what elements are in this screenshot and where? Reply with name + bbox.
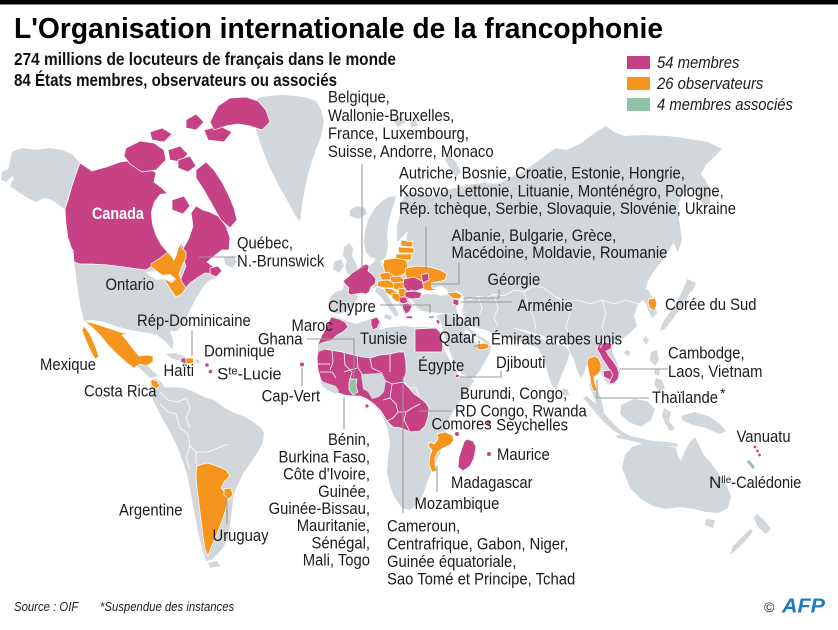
- svg-text:RD Congo, Rwanda: RD Congo, Rwanda: [455, 402, 587, 421]
- svg-text:Albanie, Bulgarie, Grèce,: Albanie, Bulgarie, Grèce,: [452, 226, 617, 245]
- svg-text:Costa Rica: Costa Rica: [84, 382, 157, 401]
- svg-text:Thaïlande: Thaïlande: [652, 388, 718, 407]
- svg-text:Comores: Comores: [432, 415, 492, 434]
- svg-text:Kosovo, Lettonie, Lituanie, Mo: Kosovo, Lettonie, Lituanie, Monténégro, …: [399, 181, 724, 200]
- svg-text:Cap-Vert: Cap-Vert: [262, 387, 321, 406]
- svg-text:Cambodge,: Cambodge,: [668, 344, 745, 363]
- svg-text:Arménie: Arménie: [518, 296, 573, 315]
- svg-text:Rép. tchèque, Serbie, Slovaqui: Rép. tchèque, Serbie, Slovaquie, Slovéni…: [399, 199, 736, 218]
- svg-text:Dominique: Dominique: [204, 342, 275, 361]
- svg-text:54 membres: 54 membres: [657, 53, 740, 72]
- svg-text:Ste-Lucie: Ste-Lucie: [217, 365, 282, 384]
- svg-text:AFP: AFP: [781, 596, 826, 618]
- svg-text:Québec,: Québec,: [237, 234, 293, 253]
- svg-text:Mexique: Mexique: [40, 355, 96, 374]
- svg-text:Cameroun,: Cameroun,: [387, 517, 460, 536]
- svg-text:Madagascar: Madagascar: [451, 473, 533, 492]
- svg-text:Corée du Sud: Corée du Sud: [665, 295, 757, 314]
- svg-text:Haïti: Haïti: [164, 361, 195, 380]
- svg-text:Guinée-Bissau,: Guinée-Bissau,: [269, 499, 370, 518]
- svg-text:Seychelles: Seychelles: [496, 416, 568, 435]
- svg-text:26 observateurs: 26 observateurs: [656, 74, 764, 93]
- svg-text:Sénégal,: Sénégal,: [312, 533, 371, 552]
- svg-text:*Suspendue des instances: *Suspendue des instances: [100, 599, 235, 614]
- svg-text:Burkina Faso,: Burkina Faso,: [279, 447, 371, 466]
- svg-text:Vanuatu: Vanuatu: [737, 427, 791, 446]
- svg-text:Belgique,: Belgique,: [328, 88, 390, 107]
- svg-text:Burundi, Congo,: Burundi, Congo,: [460, 384, 567, 403]
- svg-text:84 États membres, observateurs: 84 États membres, observateurs ou associ…: [14, 69, 337, 90]
- svg-text:Guinée équatoriale,: Guinée équatoriale,: [387, 552, 516, 571]
- svg-text:Mali, Togo: Mali, Togo: [303, 551, 370, 570]
- svg-text:Djibouti: Djibouti: [496, 353, 545, 372]
- svg-text:France, Luxembourg,: France, Luxembourg,: [328, 124, 469, 143]
- svg-text:Wallonie-Bruxelles,: Wallonie-Bruxelles,: [328, 106, 454, 125]
- svg-text:N.-Brunswick: N.-Brunswick: [237, 252, 325, 271]
- svg-text:Nlle-Calédonie: Nlle-Calédonie: [709, 473, 801, 492]
- svg-text:274 millions de locuteurs de f: 274 millions de locuteurs de français da…: [14, 49, 396, 69]
- svg-text:Centrafrique, Gabon, Niger,: Centrafrique, Gabon, Niger,: [387, 535, 568, 554]
- svg-text:Rép-Dominicaine: Rép-Dominicaine: [137, 311, 251, 330]
- svg-text:Macédoine, Moldavie, Roumanie: Macédoine, Moldavie, Roumanie: [452, 243, 668, 262]
- svg-text:Mauritanie,: Mauritanie,: [297, 516, 370, 535]
- svg-text:Ontario: Ontario: [106, 275, 155, 294]
- svg-text:Côte d'Ivoire,: Côte d'Ivoire,: [283, 465, 370, 484]
- svg-text:Mozambique: Mozambique: [415, 494, 500, 513]
- svg-text:Laos, Vietnam: Laos, Vietnam: [668, 362, 763, 381]
- svg-text:4 membres associés: 4 membres associés: [657, 95, 793, 114]
- svg-text:Émirats arabes unis: Émirats arabes unis: [491, 330, 622, 349]
- svg-text:Maurice: Maurice: [497, 445, 550, 464]
- svg-text:Liban: Liban: [444, 311, 480, 330]
- svg-text:Guinée,: Guinée,: [318, 482, 370, 501]
- svg-text:L'Organisation internationale: L'Organisation internationale de la fran…: [14, 13, 663, 45]
- svg-text:©: ©: [764, 599, 775, 615]
- svg-text:Chypre: Chypre: [328, 297, 376, 316]
- svg-text:Suisse, Andorre, Monaco: Suisse, Andorre, Monaco: [328, 142, 494, 161]
- svg-text:*: *: [720, 385, 726, 401]
- svg-text:Maroc: Maroc: [292, 316, 334, 335]
- svg-text:Canada: Canada: [92, 204, 144, 223]
- svg-text:Argentine: Argentine: [119, 501, 183, 520]
- svg-text:Ghana: Ghana: [258, 330, 303, 349]
- svg-text:Bénin,: Bénin,: [328, 430, 370, 449]
- svg-text:Qatar: Qatar: [439, 328, 476, 347]
- svg-text:Sao Tomé et Principe, Tchad: Sao Tomé et Principe, Tchad: [387, 570, 575, 589]
- svg-text:Uruguay: Uruguay: [213, 526, 269, 545]
- svg-text:Source : OIF: Source : OIF: [14, 599, 79, 614]
- svg-text:Égypte: Égypte: [418, 356, 464, 375]
- svg-text:Tunisie: Tunisie: [360, 329, 407, 348]
- svg-text:Géorgie: Géorgie: [488, 270, 541, 289]
- svg-text:Autriche, Bosnie, Croatie, Est: Autriche, Bosnie, Croatie, Estonie, Hong…: [399, 164, 685, 183]
